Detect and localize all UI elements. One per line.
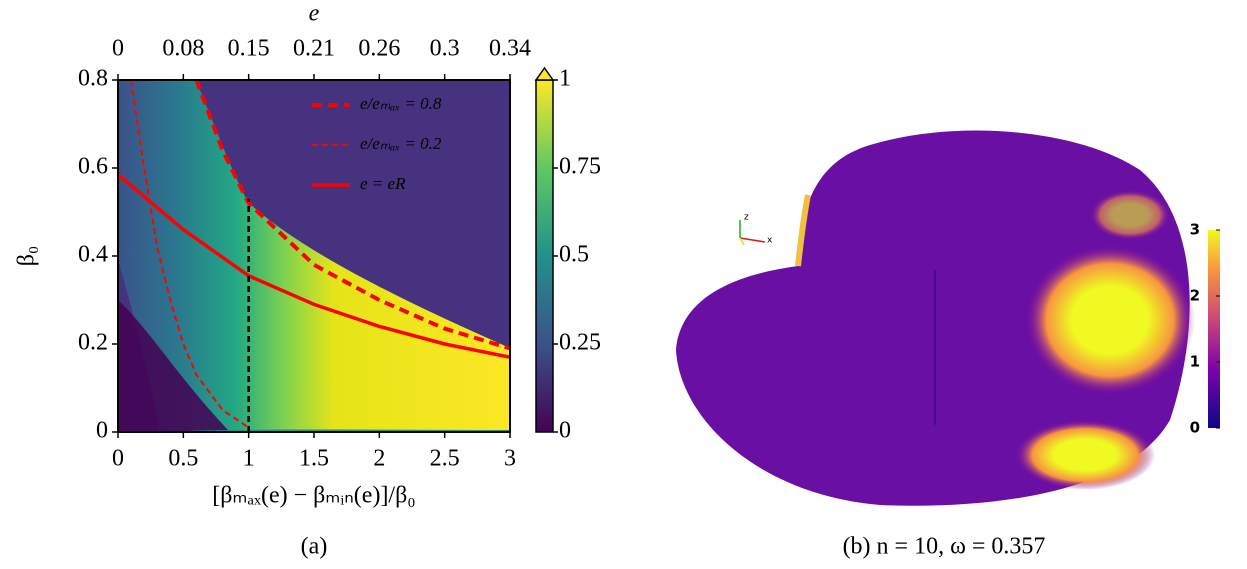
y-tick-label: 0 xyxy=(96,418,108,444)
colorbar-tick-label: 0.5 xyxy=(559,242,589,268)
x-tick-label: 0 xyxy=(112,446,124,472)
colorbar-extend xyxy=(534,66,555,81)
x2-tick-label: 0 xyxy=(112,36,124,62)
surface-render xyxy=(676,130,1195,506)
x2-tick-label: 0.21 xyxy=(293,36,335,62)
legend-label: e = eR xyxy=(360,174,406,193)
x-axis-label: [βₘₐₓ(e) − βₘᵢₙ(e)]/β₀ xyxy=(212,483,415,509)
x-tick-label: 1.5 xyxy=(299,446,329,472)
colorbar-tick-label: 2 xyxy=(1190,287,1200,305)
colorbar-tick-label: 3 xyxy=(1190,221,1200,239)
series-line xyxy=(194,79,511,351)
colorbar-tick-label: 0 xyxy=(559,418,571,444)
x2-tick-label: 0.34 xyxy=(489,36,531,62)
colorbar xyxy=(535,79,554,433)
heatmap-image xyxy=(118,80,510,432)
x2-tick-label: 0.26 xyxy=(358,36,400,62)
x2-tick-label: 0.3 xyxy=(430,36,460,62)
y-tick-label: 0.2 xyxy=(78,330,108,356)
colorbar-tick-label: 0.75 xyxy=(559,154,601,180)
x-tick-label: 2.5 xyxy=(430,446,460,472)
series-line xyxy=(116,173,511,359)
series-line xyxy=(130,79,250,429)
legend-label: e/eₘₐₓ = 0.8 xyxy=(360,94,442,113)
caption: (a) xyxy=(301,534,328,560)
x2-axis-label: e xyxy=(309,1,320,27)
caption: (b) n = 10, ω = 0.357 xyxy=(843,534,1046,560)
x-tick-label: 3 xyxy=(504,446,516,472)
y-axis-label: β₀ xyxy=(14,246,40,267)
colorbar-tick-label: 0.25 xyxy=(559,330,601,356)
y-tick-label: 0.8 xyxy=(78,66,108,92)
colorbar-tick-label: 1 xyxy=(559,66,571,92)
x2-tick-label: 0.08 xyxy=(162,36,204,62)
colorbar-tick-label: 1 xyxy=(1190,353,1200,371)
colorbar-tick-label: 0 xyxy=(1190,419,1200,437)
colorbar xyxy=(1208,230,1220,428)
x-tick-label: 1 xyxy=(243,446,255,472)
y-tick-label: 0.4 xyxy=(78,242,108,268)
x-tick-label: 2 xyxy=(373,446,385,472)
x2-tick-label: 0.15 xyxy=(228,36,270,62)
axis-glyph-label: x xyxy=(767,236,773,246)
legend-label: e/eₘₐₓ = 0.2 xyxy=(360,134,442,153)
x-tick-label: 0.5 xyxy=(168,446,198,472)
y-tick-label: 0.6 xyxy=(78,154,108,180)
axis-glyph-label: z xyxy=(744,213,749,223)
